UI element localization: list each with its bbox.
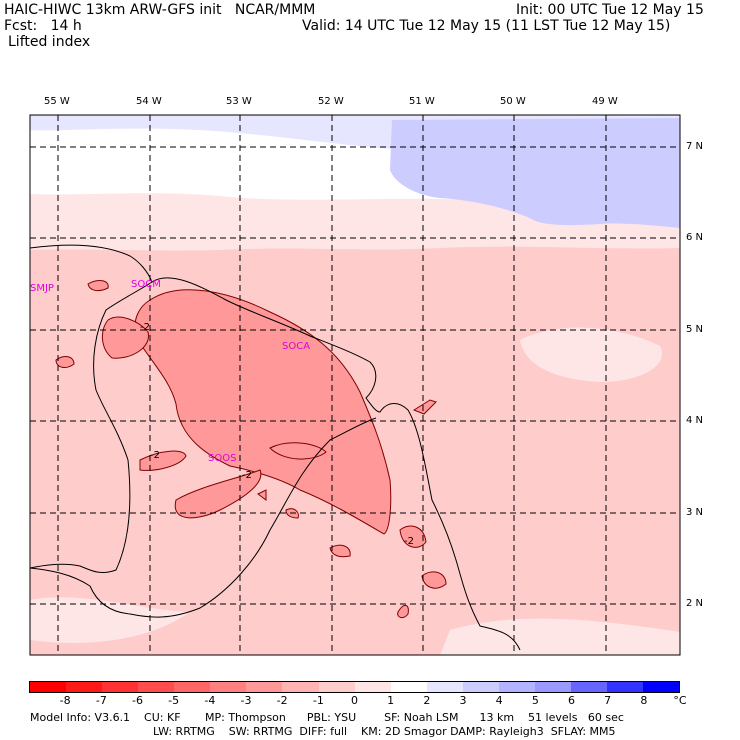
color-bar-swatch: [246, 682, 283, 692]
color-bar-tick-label: 3: [459, 694, 467, 707]
color-bar-tick-label: 2: [423, 694, 431, 707]
station-label: SOOS: [208, 453, 237, 464]
lon-label: 53 W: [226, 96, 252, 107]
color-bar-swatch: [607, 682, 644, 692]
color-bar: [29, 681, 680, 693]
model-info-line2: LW: RRTMG SW: RRTMG DIFF: full KM: 2D Sm…: [153, 725, 616, 738]
color-bar-tick-label: -8: [59, 694, 71, 707]
model-info-line1: Model Info: V3.6.1 CU: KF MP: Thompson P…: [30, 711, 624, 724]
lon-label: 54 W: [136, 96, 162, 107]
color-bar-tick-label: -6: [132, 694, 143, 707]
color-bar-swatch: [426, 682, 463, 692]
title-left: HAIC-HIWC 13km ARW-GFS init NCAR/MMM: [4, 2, 316, 18]
unstable-patch: [55, 356, 75, 368]
valid-time: Valid: 14 UTC Tue 12 May 15 (11 LST Tue …: [302, 18, 671, 34]
stable-zone: [390, 118, 680, 228]
color-bar-tick-label: 5: [531, 694, 539, 707]
color-bar-tick-label: -1: [312, 694, 324, 707]
color-bar-swatch: [462, 682, 499, 692]
unstable-patch: [87, 280, 109, 292]
color-bar-swatch: [210, 682, 247, 692]
contour-label: -2: [150, 450, 160, 461]
lat-label: 6 N: [686, 232, 704, 243]
color-bar-tick-label: -5: [168, 694, 180, 707]
unstable-patch: [412, 399, 437, 415]
station-label: SOCM: [131, 279, 161, 290]
lon-label: 52 W: [318, 96, 344, 107]
lon-label: 49 W: [592, 96, 618, 107]
unstable-core: [134, 289, 392, 535]
station-label: SMJP: [30, 283, 54, 294]
init-time: Init: 00 UTC Tue 12 May 15: [516, 2, 704, 18]
map-frame: [29, 114, 681, 656]
lon-label: 55 W: [44, 96, 70, 107]
color-bar-tick-label: 7: [604, 694, 612, 707]
lon-label: 50 W: [500, 96, 526, 107]
color-bar-swatch: [66, 682, 103, 692]
unstable-patch: [257, 489, 267, 501]
lat-label: 5 N: [686, 324, 704, 335]
unstable-patch: [102, 316, 149, 359]
color-bar-tick-label: 1: [387, 694, 395, 707]
color-bar-tick-label: -7: [95, 694, 107, 707]
coastlines: [29, 244, 521, 651]
color-bar-tick-label: -4: [204, 694, 216, 707]
contour-label: -2: [242, 470, 252, 481]
lat-label: 2 N: [686, 598, 704, 609]
color-bar-tick-label: 8: [640, 694, 648, 707]
color-bar-tick-label: 4: [495, 694, 503, 707]
color-bar-swatch: [354, 682, 391, 692]
color-bar-tick-label: -2: [276, 694, 288, 707]
color-bar-swatch: [102, 682, 139, 692]
graticule: [30, 115, 680, 655]
station-label: SOCA: [282, 341, 311, 352]
unstable-patch: [174, 469, 262, 519]
color-bar-swatch: [498, 682, 535, 692]
unstable-patch: [397, 605, 409, 619]
pale-patch-se: [440, 618, 680, 655]
lat-label: 7 N: [686, 141, 704, 152]
color-bar-tick-label: 6: [568, 694, 575, 707]
color-bar-tick-label: 0: [351, 694, 358, 707]
color-bar-swatch: [174, 682, 211, 692]
color-bar-swatch: [318, 682, 355, 692]
contour-label: -2: [404, 536, 414, 547]
color-bar-unit: °C: [673, 694, 687, 707]
lat-label: 4 N: [686, 415, 704, 426]
field-name: Lifted index: [8, 34, 91, 50]
color-bar-swatch: [390, 682, 427, 692]
color-bar-swatch: [534, 682, 571, 692]
lon-label: 51 W: [409, 96, 435, 107]
unstable-patch: [421, 571, 447, 589]
color-bar-swatch: [282, 682, 319, 692]
color-bar-swatch: [570, 682, 607, 692]
pale-patch: [520, 327, 662, 382]
unstable-patch: [269, 442, 327, 460]
contour-label: -2: [140, 322, 150, 333]
color-bar-tick-label: -3: [240, 694, 252, 707]
color-bar-swatch: [138, 682, 175, 692]
unstable-patch: [329, 544, 351, 558]
unstable-patch: [399, 525, 427, 548]
lat-label: 3 N: [686, 507, 704, 518]
forecast-hour: Fcst: 14 h: [4, 18, 82, 34]
color-bar-swatch: [30, 682, 67, 692]
color-bar-swatch: [643, 682, 680, 692]
